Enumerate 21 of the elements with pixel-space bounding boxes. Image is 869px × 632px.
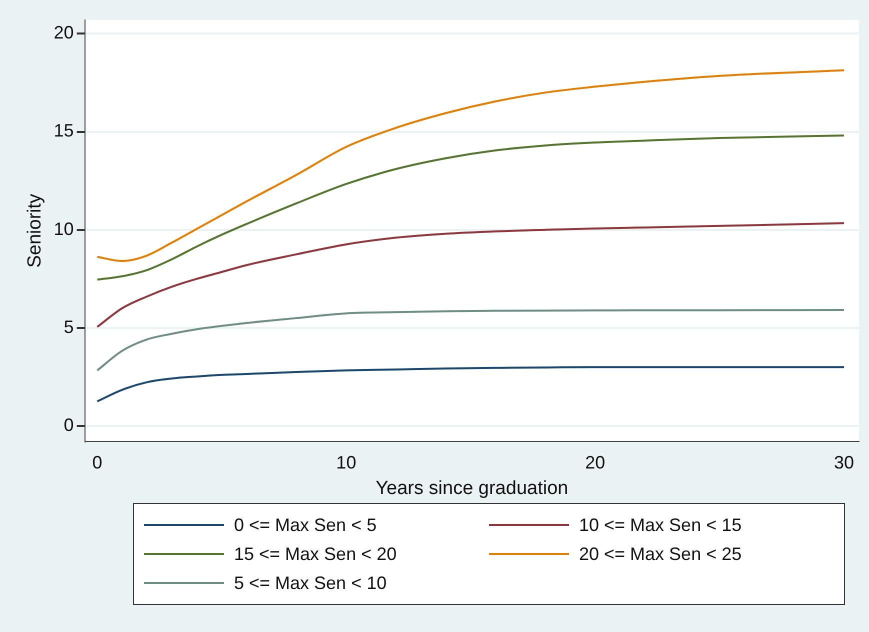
y-tick-label: 0	[64, 414, 74, 435]
x-tick-label: 0	[92, 452, 102, 472]
legend-label: 0 <= Max Sen < 5	[234, 514, 377, 536]
y-tick-label: 20	[54, 22, 74, 43]
y-tick-label: 5	[64, 316, 74, 337]
x-tick-label: 20	[585, 452, 606, 472]
legend-label: 10 <= Max Sen < 15	[579, 514, 742, 536]
line-series	[96, 69, 846, 262]
y-tick-label: 10	[54, 218, 74, 239]
line-series	[96, 222, 846, 328]
legend-label: 15 <= Max Sen < 20	[234, 544, 397, 564]
legend-label: 5 <= Max Sen < 10	[234, 572, 387, 594]
y-axis-title: Seniority	[24, 193, 46, 268]
y-tick-label: 15	[54, 120, 74, 141]
x-tick-label: 10	[336, 452, 356, 472]
line-series	[96, 309, 846, 372]
legend-label: 20 <= Max Sen < 25	[579, 544, 742, 564]
x-axis-title: Years since graduation	[376, 478, 568, 499]
line-series	[96, 366, 846, 402]
line-series	[96, 134, 846, 281]
x-tick-label: 30	[834, 452, 854, 472]
